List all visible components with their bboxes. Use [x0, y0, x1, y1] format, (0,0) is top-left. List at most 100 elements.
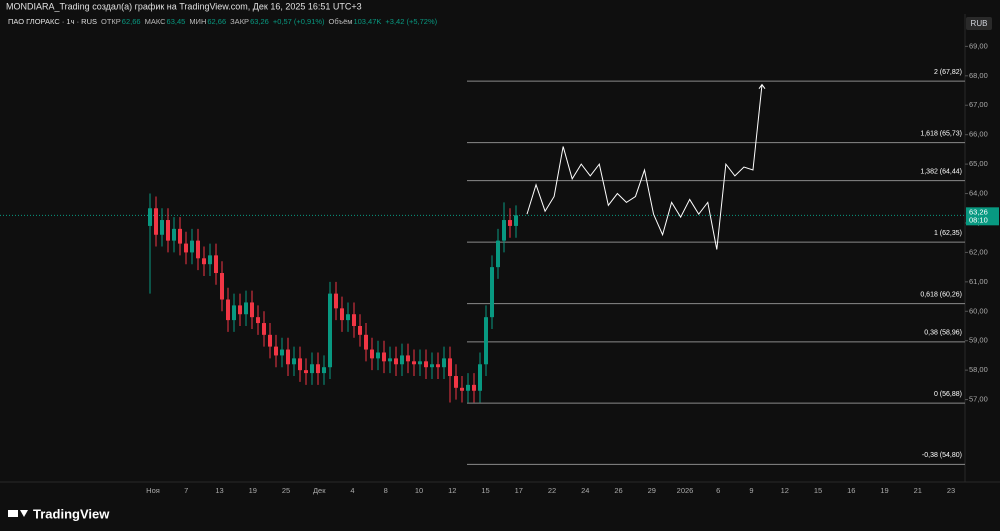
x-tick-label: 2026: [677, 486, 694, 495]
x-tick-label: 22: [548, 486, 556, 495]
candle-body: [238, 305, 242, 315]
y-tick-label: 60,00: [969, 306, 988, 315]
last-price-tag: [966, 207, 999, 226]
header-volume: 103,47K: [353, 17, 381, 26]
candle-body: [472, 384, 476, 391]
fib-label: 1,382 (64,44): [920, 168, 962, 175]
candle-body: [268, 334, 272, 347]
projection-line: [526, 84, 763, 250]
candle-body: [436, 364, 440, 368]
candle-body: [322, 367, 326, 374]
candle-body: [430, 364, 434, 368]
candle-body: [232, 305, 236, 321]
header-close: 63,26: [250, 17, 269, 26]
projection-arrow: [758, 83, 766, 89]
candle-body: [202, 258, 206, 265]
candle-body: [160, 220, 164, 235]
candle-body: [328, 293, 332, 368]
candle-body: [406, 355, 410, 362]
y-tick-label: 66,00: [969, 130, 988, 139]
candle-body: [178, 228, 182, 244]
candle-body: [424, 361, 428, 368]
candle-body: [454, 376, 458, 388]
y-tick-label: 61,00: [969, 277, 988, 286]
candle-body: [352, 314, 356, 326]
candle-body: [190, 240, 194, 253]
y-tick-label: 64,00: [969, 189, 988, 198]
x-tick-label: Дек: [313, 486, 326, 495]
x-tick-label: 12: [448, 486, 456, 495]
candle-body: [334, 293, 338, 309]
header-open-label: ОТКР: [101, 17, 121, 26]
candle-body: [394, 358, 398, 365]
header-low-label: МИН: [189, 17, 206, 26]
candle-body: [220, 273, 224, 300]
header-open: 62,66: [122, 17, 141, 26]
header-high: 63,45: [167, 17, 186, 26]
candle-body: [316, 364, 320, 374]
header-volume-label: Объём: [329, 17, 353, 26]
candle-body: [274, 346, 278, 356]
candle-body: [490, 267, 494, 318]
y-tick-label: 58,00: [969, 365, 988, 374]
candle-body: [262, 323, 266, 335]
x-tick-label: 24: [581, 486, 589, 495]
candle-body: [514, 215, 518, 226]
candle-body: [148, 208, 152, 226]
x-tick-label: 15: [814, 486, 822, 495]
candle-body: [418, 361, 422, 365]
x-tick-label: 7: [184, 486, 188, 495]
candle-body: [154, 208, 158, 235]
header-symbol: ПАО ГЛОРАКС · 1ч · RUS: [8, 17, 97, 26]
candle-body: [376, 352, 380, 359]
candle-body: [496, 240, 500, 268]
fib-label: 2 (67,82): [934, 69, 962, 76]
candle-body: [310, 364, 314, 374]
candle-body: [442, 358, 446, 368]
candle-body: [364, 334, 368, 350]
candle-body: [460, 387, 464, 391]
candle-body: [484, 317, 488, 365]
x-tick-label: 15: [481, 486, 489, 495]
x-tick-label: 19: [880, 486, 888, 495]
candle-body: [448, 358, 452, 377]
x-tick-label: 12: [781, 486, 789, 495]
y-tick-label: 57,00: [969, 395, 988, 404]
fib-label: 0 (56,88): [934, 391, 962, 398]
candle-body: [184, 243, 188, 253]
credit: MONDIARA_Trading создал(а) график на Tra…: [6, 1, 362, 11]
candle-body: [502, 220, 506, 241]
brand: TradingView: [33, 506, 110, 521]
fib-label: -0,38 (54,80): [922, 452, 962, 459]
fib-label: 0,38 (58,96): [924, 330, 962, 337]
y-tick-label: 68,00: [969, 71, 988, 80]
x-tick-label: 26: [614, 486, 622, 495]
candle-body: [256, 317, 260, 324]
header-close-label: ЗАКР: [230, 17, 249, 26]
candle-body: [466, 384, 470, 391]
candle-body: [304, 370, 308, 374]
x-tick-label: 17: [515, 486, 523, 495]
y-tick-label: 67,00: [969, 100, 988, 109]
x-tick-label: 9: [749, 486, 753, 495]
candle-body: [298, 358, 302, 371]
candle-body: [214, 255, 218, 274]
x-tick-label: 21: [914, 486, 922, 495]
candle-body: [286, 349, 290, 365]
x-tick-label: 23: [947, 486, 955, 495]
x-tick-label: 4: [350, 486, 354, 495]
header-change: +0,57 (+0,91%): [273, 17, 325, 26]
brand-logo: [8, 510, 28, 517]
currency-box[interactable]: [966, 17, 992, 30]
candle-body: [346, 314, 350, 321]
last-price-label: 63,26: [969, 207, 988, 216]
candle-body: [412, 361, 416, 365]
y-tick-label: 69,00: [969, 41, 988, 50]
candle-body: [280, 349, 284, 356]
candle-body: [226, 299, 230, 321]
header-low: 62,66: [207, 17, 226, 26]
candle-body: [172, 228, 176, 241]
y-tick-label: 65,00: [969, 159, 988, 168]
candle-body: [370, 349, 374, 359]
x-tick-label: 8: [384, 486, 388, 495]
